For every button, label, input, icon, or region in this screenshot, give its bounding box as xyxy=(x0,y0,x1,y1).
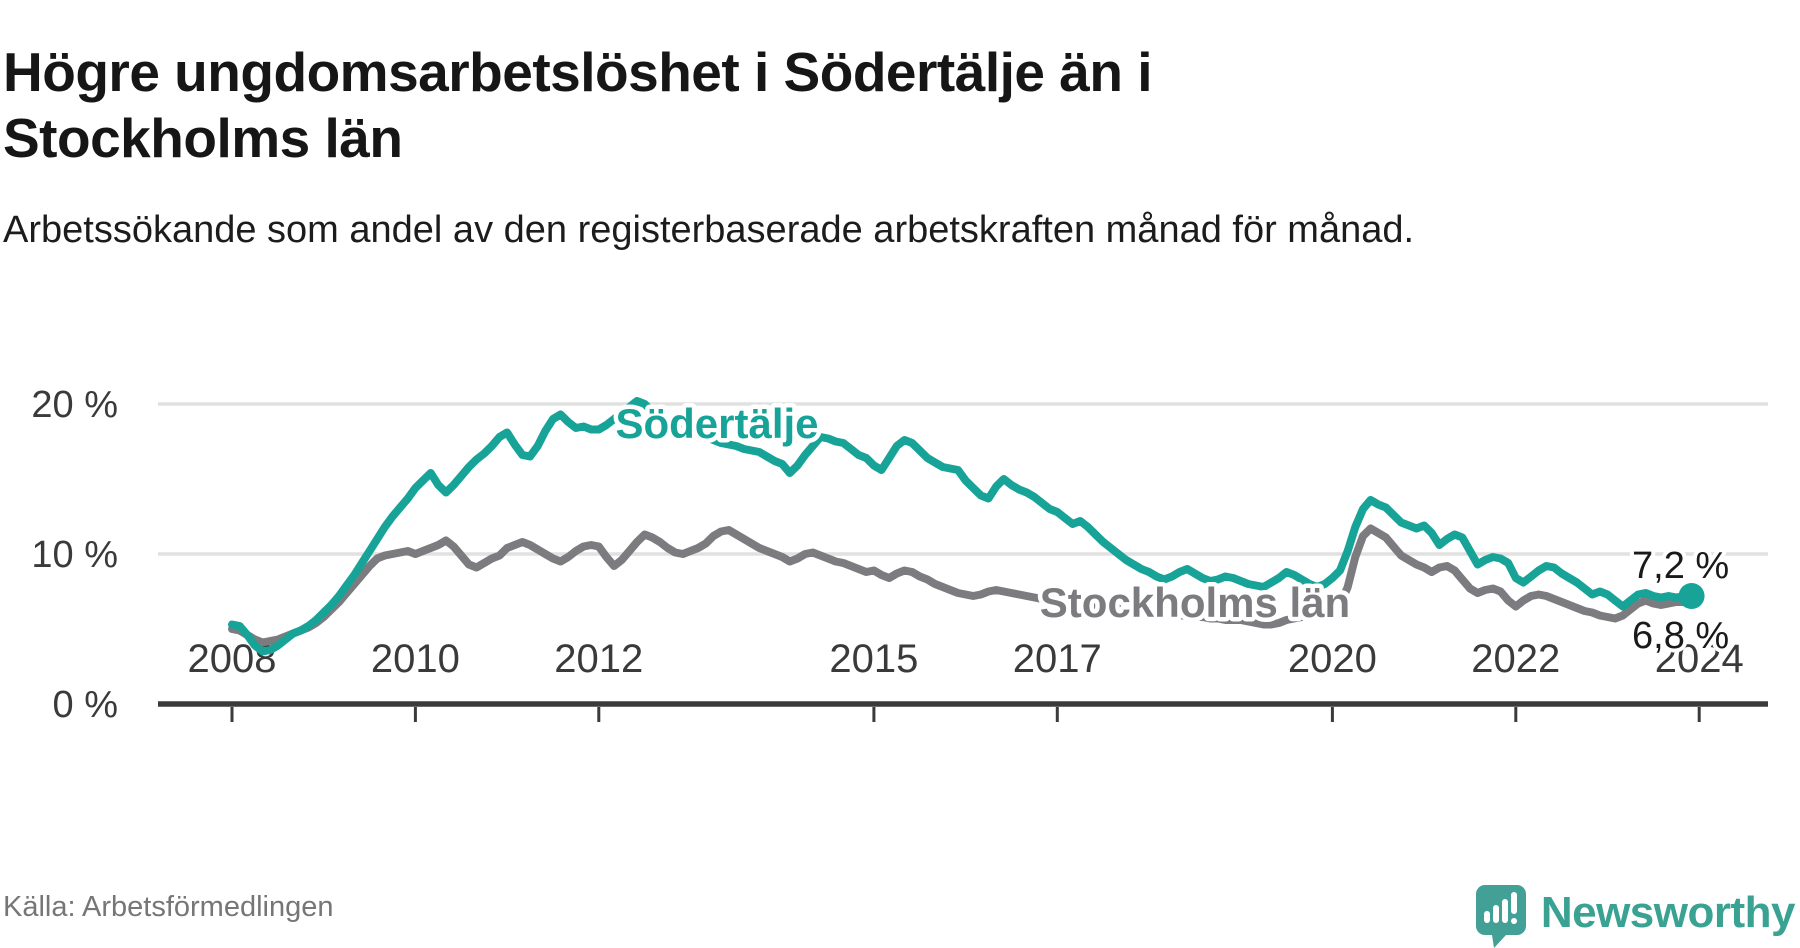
page-title-line1: Högre ungdomsarbetslöshet i Södertälje ä… xyxy=(3,40,1153,103)
speech-bubble-shape xyxy=(1475,885,1526,948)
newsworthy-wordmark: Newsworthy xyxy=(1540,888,1796,937)
newsworthy-logo-icon xyxy=(1475,885,1526,948)
x-tick-label: 2024 xyxy=(1655,637,1744,681)
page-title-line2: Stockholms län xyxy=(3,106,403,169)
end-value-label-sodertalje: 7,2 % xyxy=(1632,545,1729,587)
series-label-sodertalje: Södertälje xyxy=(615,400,818,447)
bar-chart-icon xyxy=(1483,892,1517,924)
end-value-label-stockholms-lan: 6,8 % xyxy=(1632,615,1729,657)
series-label-stockholms-lan: Stockholms län xyxy=(1040,579,1350,626)
y-tick-label: 20 % xyxy=(31,384,118,426)
x-tick-label: 2010 xyxy=(371,637,460,681)
x-tick-label: 2017 xyxy=(1013,637,1102,681)
series-line-stockholms-lan xyxy=(228,524,1696,647)
x-tick-label: 2020 xyxy=(1288,637,1377,681)
x-tick-label: 2012 xyxy=(554,637,643,681)
x-tick-label: 2022 xyxy=(1471,637,1560,681)
newsworthy-logo: Newsworthy xyxy=(1475,884,1796,948)
source-note: Källa: Arbetsförmedlingen xyxy=(3,891,334,923)
series-line-sodertalje xyxy=(228,397,1696,656)
y-tick-label: 10 % xyxy=(31,534,118,576)
chart-subtitle: Arbetssökande som andel av den registerb… xyxy=(3,209,1415,251)
y-tick-label: 0 % xyxy=(53,684,118,726)
x-tick-label: 2015 xyxy=(829,637,918,681)
page-title: Högre ungdomsarbetslöshet i Södertälje ä… xyxy=(3,39,1153,171)
series-end-dot xyxy=(1678,583,1705,609)
